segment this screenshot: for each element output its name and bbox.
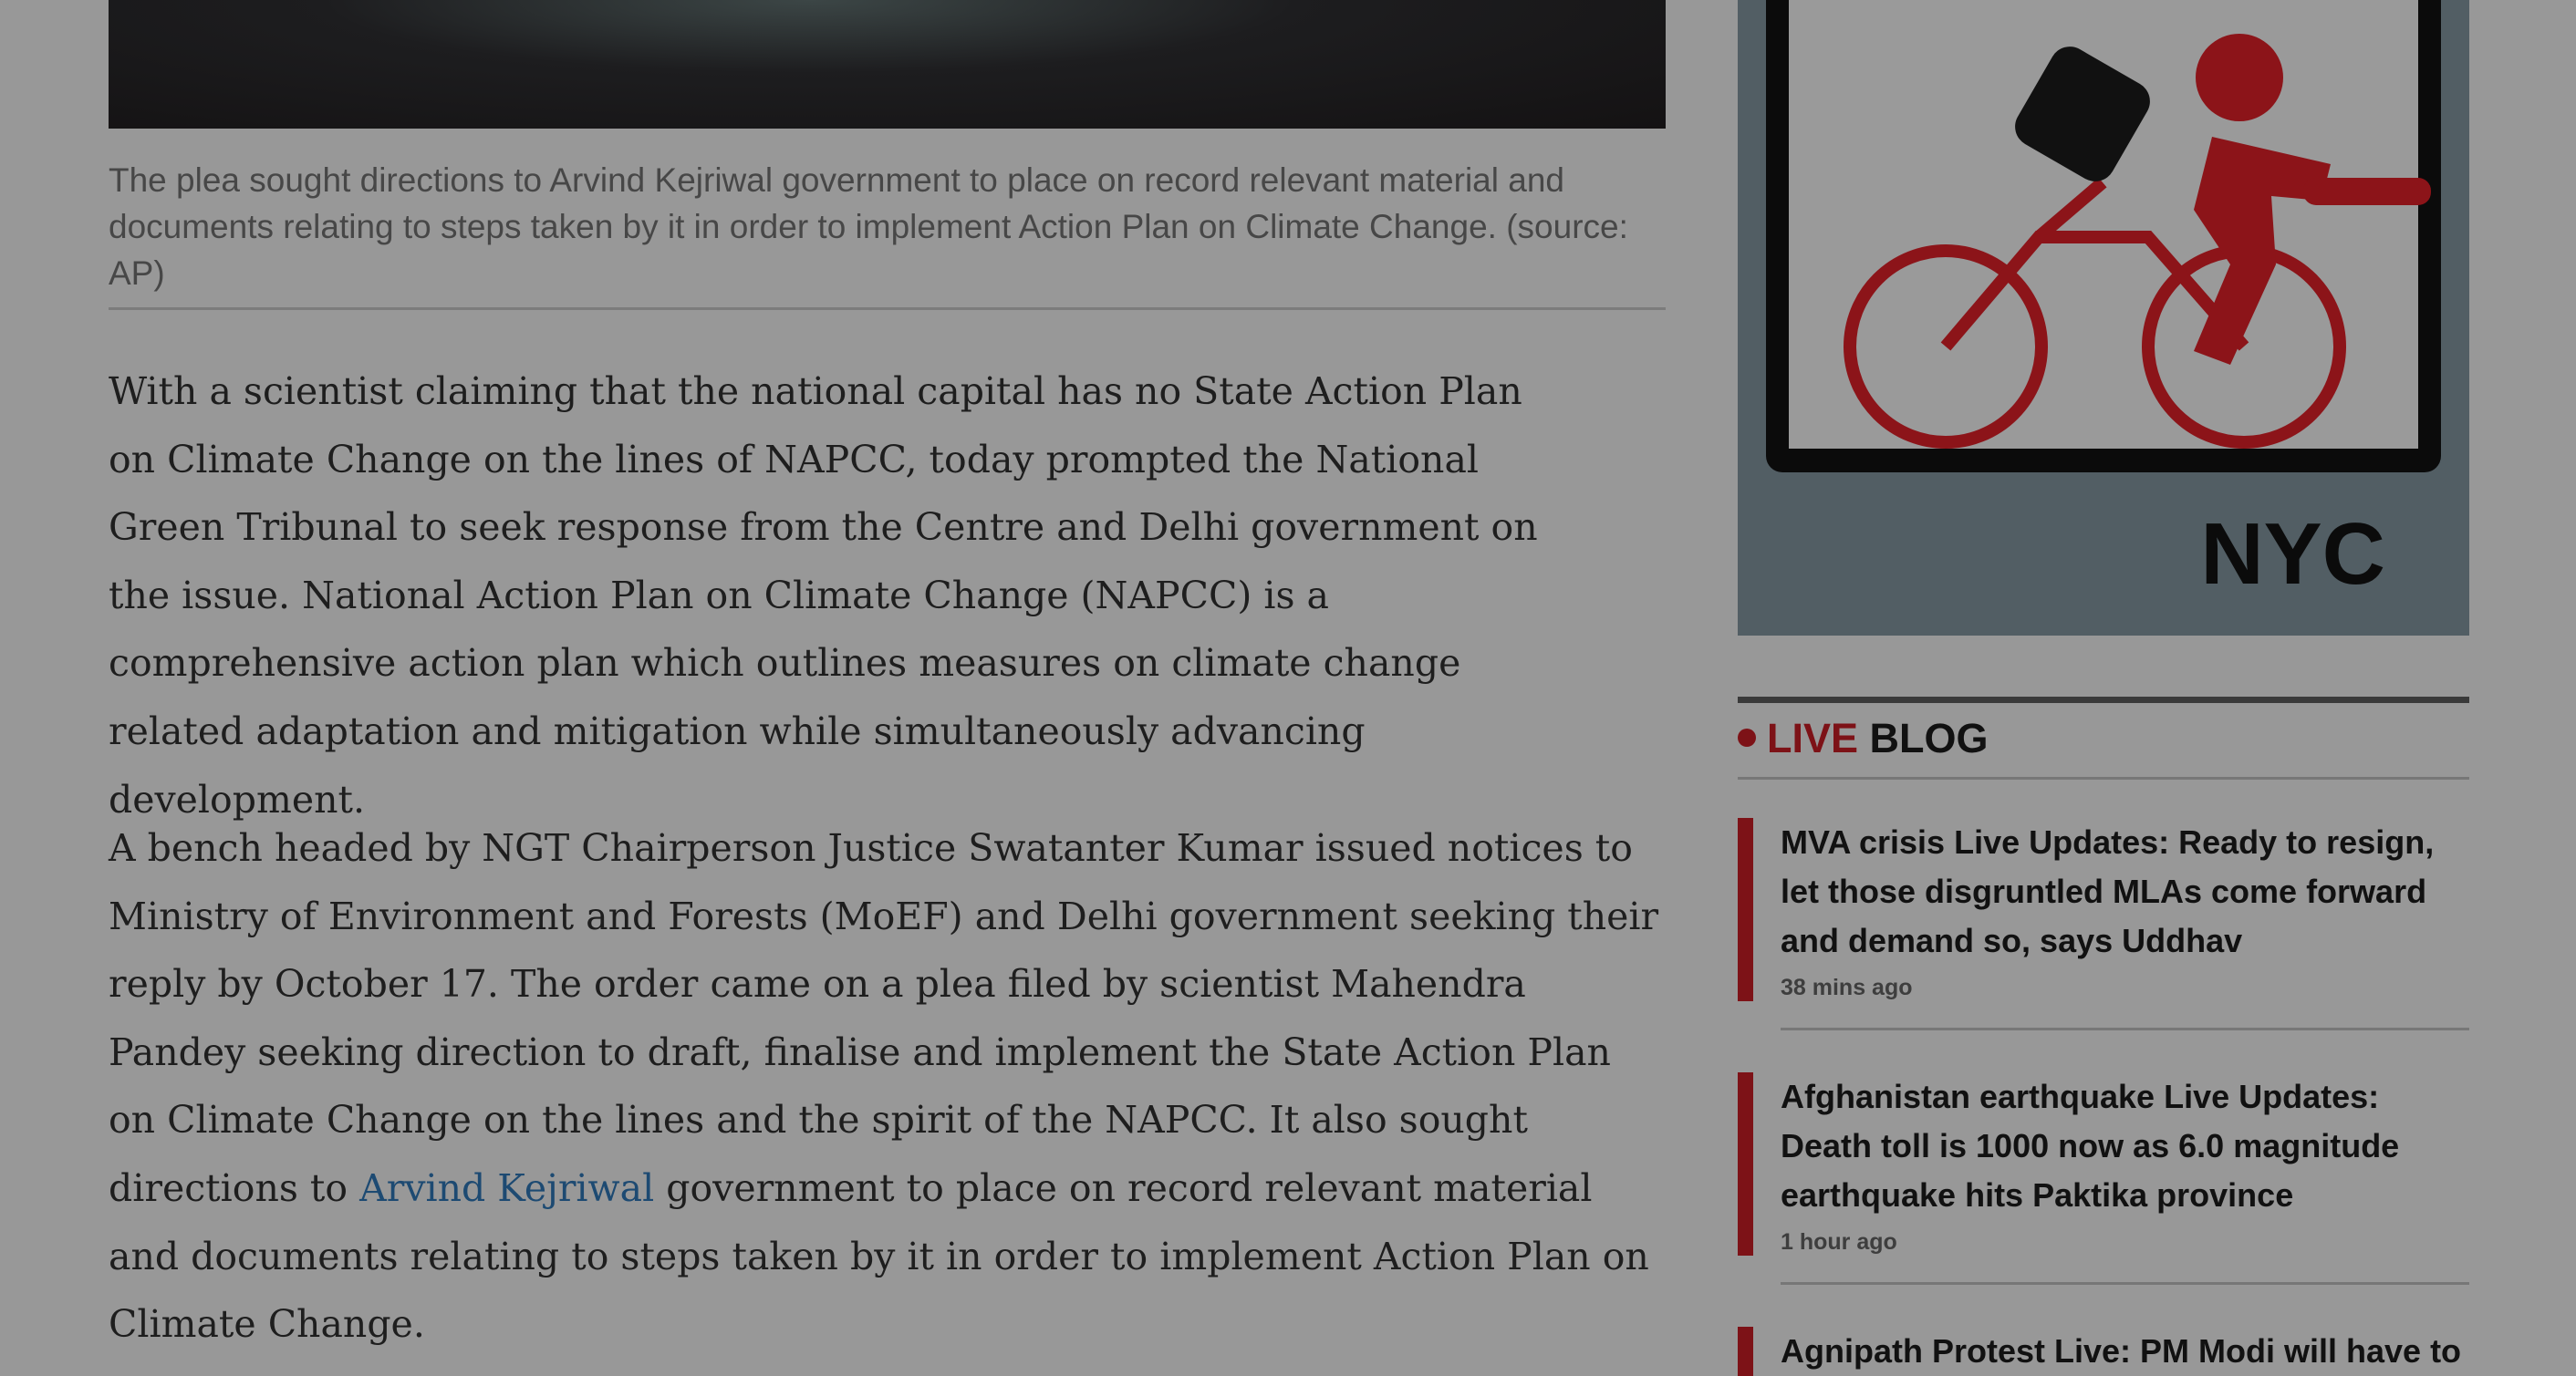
item-marker [1738, 1072, 1753, 1256]
blog-label: BLOG [1870, 715, 1989, 761]
page: The plea sought directions to Arvind Kej… [0, 0, 2576, 1350]
item-title[interactable]: MVA crisis Live Updates: Ready to resign… [1781, 818, 2469, 966]
divider [1781, 1028, 2469, 1030]
image-caption: The plea sought directions to Arvind Kej… [109, 157, 1666, 296]
item-time: 1 hour ago [1781, 1229, 2469, 1256]
item-title[interactable]: Agnipath Protest Live: PM Modi will have… [1781, 1327, 2469, 1376]
advertisement[interactable]: NYC [1738, 0, 2469, 636]
live-blog-item[interactable]: Afghanistan earthquake Live Updates: Dea… [1738, 1072, 2469, 1256]
paragraph: A bench headed by NGT Chairperson Justic… [109, 814, 1668, 1359]
item-time: 38 mins ago [1781, 975, 2469, 1001]
item-title[interactable]: Afghanistan earthquake Live Updates: Dea… [1781, 1072, 2469, 1220]
ad-logo: NYC [2200, 505, 2385, 603]
divider [1781, 1282, 2469, 1285]
item-marker [1738, 1327, 1753, 1376]
live-label: LIVE [1767, 715, 1858, 761]
divider [109, 307, 1666, 310]
live-blog-item[interactable]: MVA crisis Live Updates: Ready to resign… [1738, 818, 2469, 1001]
divider [1738, 777, 2469, 780]
article-image [109, 0, 1666, 129]
live-blog-item[interactable]: Agnipath Protest Live: PM Modi will have… [1738, 1327, 2469, 1376]
live-blog-heading: LIVE BLOG [1738, 711, 1989, 766]
item-marker [1738, 818, 1753, 1001]
paragraph: With a scientist claiming that the natio… [109, 357, 1568, 833]
link[interactable]: Arvind Kejriwal [359, 1166, 654, 1210]
divider [1738, 697, 2469, 703]
text: A bench headed by NGT Chairperson Justic… [109, 826, 1658, 1210]
